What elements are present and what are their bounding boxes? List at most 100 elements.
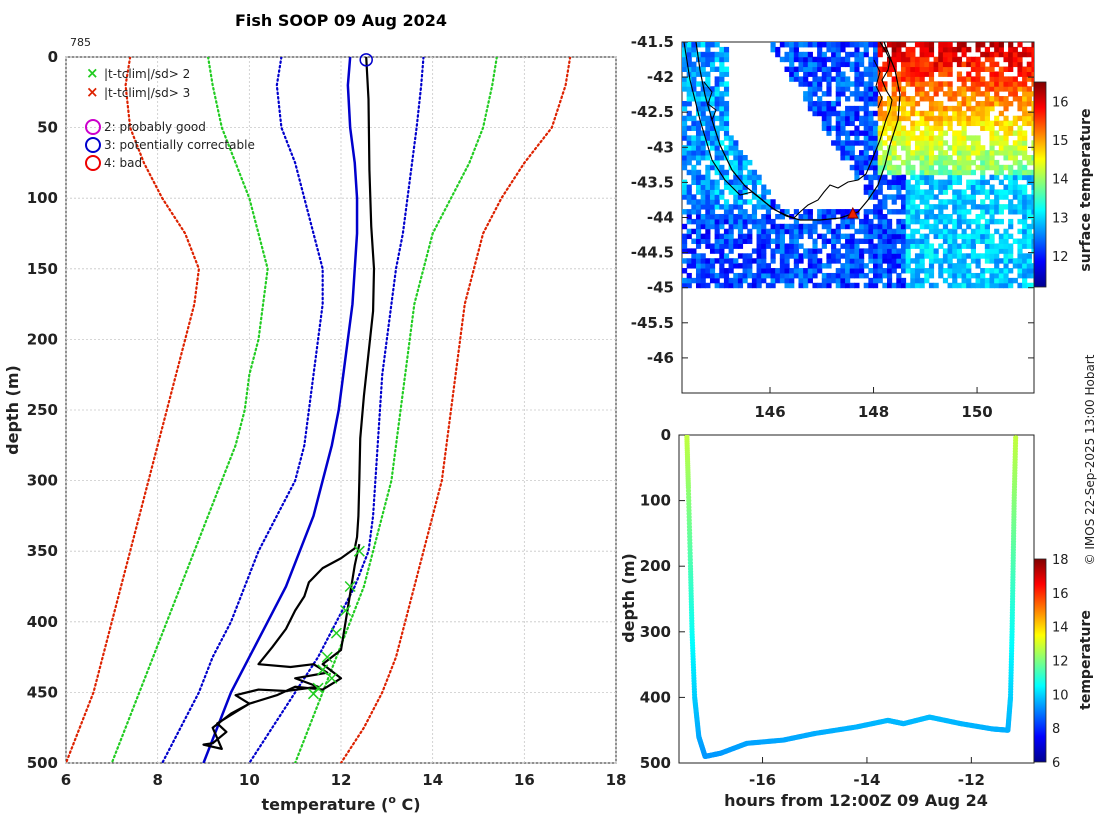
sst-cell [733, 199, 739, 205]
sst-cell [863, 248, 869, 254]
sst-cell [905, 263, 911, 269]
sst-cell [798, 213, 804, 220]
sst-cell [700, 272, 706, 279]
sst-cell [924, 42, 930, 48]
legend-marker-red-x: × [86, 83, 99, 101]
sst-cell [803, 272, 809, 279]
sst-cell [938, 204, 944, 210]
sst-cell [1031, 61, 1034, 68]
sst-cell [975, 71, 981, 77]
sst-cell [695, 169, 702, 176]
sst-cell [873, 159, 879, 166]
sst-cell [877, 105, 883, 112]
sst-cell [966, 120, 972, 127]
sst-cell [970, 81, 977, 87]
sst-cell [966, 86, 972, 92]
sst-cell [812, 56, 818, 63]
sst-cell [1012, 159, 1018, 166]
sst-cell [919, 81, 925, 87]
sst-cell [859, 56, 865, 63]
map-x-ticks: 146 148 150 [754, 387, 993, 421]
sst-cell [947, 282, 953, 289]
sst-cell [989, 189, 995, 195]
sst-cell [942, 91, 949, 97]
sst-cell [807, 258, 813, 264]
sst-cell [910, 120, 916, 127]
sst-cell [803, 61, 809, 68]
sst-cell [914, 100, 921, 107]
series-clim-2sd [110, 57, 269, 763]
sst-cell [756, 243, 762, 249]
sst-cell [910, 228, 916, 235]
sst-cell [742, 189, 748, 195]
sst-cell [868, 110, 874, 117]
sst-cell [835, 71, 841, 77]
sst-cell [924, 204, 930, 210]
sst-cell [1017, 96, 1023, 102]
sst-cell [700, 105, 706, 112]
sst-cell [812, 91, 818, 97]
sst-cell [933, 81, 939, 87]
sst-cell [793, 258, 799, 264]
sst-cell [1012, 179, 1018, 186]
sst-cell [863, 233, 869, 240]
sst-cell [961, 253, 967, 259]
sst-cell [686, 184, 692, 190]
sst-cell [886, 105, 893, 112]
sst-cell [1017, 194, 1023, 200]
sst-cell [845, 120, 851, 127]
sst-cell [914, 86, 921, 92]
sst-cell [682, 209, 688, 215]
sst-cell [994, 130, 1000, 136]
sst-cell [896, 228, 902, 235]
sst-cell [956, 150, 963, 156]
sst-cell [1012, 61, 1018, 68]
sst-cell [705, 268, 711, 274]
sst-cell [928, 248, 935, 254]
sst-cell [970, 140, 977, 146]
sst-cell [961, 61, 967, 68]
sst-cell [952, 243, 958, 249]
sst-cell [886, 96, 893, 102]
sst-cell [928, 150, 935, 156]
sst-cell [1026, 233, 1032, 240]
sst-cell [709, 243, 716, 249]
sst-cell [961, 115, 967, 122]
sst-cell [984, 115, 990, 122]
sst-cell [765, 268, 772, 274]
sst-cell [956, 218, 963, 225]
sst-cell [789, 238, 795, 244]
sst-cell [765, 209, 772, 215]
sst-cell [779, 209, 785, 215]
sst-cell [910, 184, 916, 190]
sst-cell [891, 125, 897, 131]
sst-cell [980, 238, 986, 244]
sst-cell [1017, 184, 1023, 190]
sst-cell [966, 71, 972, 77]
sst-cell [900, 91, 907, 97]
sst-cell [849, 120, 855, 127]
sst-cell [845, 248, 851, 254]
sst-cell [826, 253, 832, 259]
sst-cell [789, 233, 795, 240]
sst-cell [956, 115, 963, 122]
sst-cell [1017, 174, 1023, 181]
sst-cell [859, 91, 865, 97]
sst-cell [914, 263, 921, 269]
sst-cell [984, 223, 990, 230]
sst-cell [798, 76, 804, 82]
sst-cell [751, 218, 758, 225]
sst-cell [938, 86, 944, 92]
sst-cell [961, 258, 967, 264]
sst-cell [900, 258, 907, 264]
sst-cell [873, 100, 879, 107]
sst-cell [942, 105, 949, 112]
sst-cell [835, 81, 841, 87]
sst-cell [966, 194, 972, 200]
sst-cell [845, 42, 851, 48]
sst-cell [695, 223, 702, 230]
sst-cell [1008, 189, 1014, 195]
sst-cell [682, 86, 688, 92]
sst-cell [700, 150, 706, 156]
sst-cell [859, 268, 865, 274]
